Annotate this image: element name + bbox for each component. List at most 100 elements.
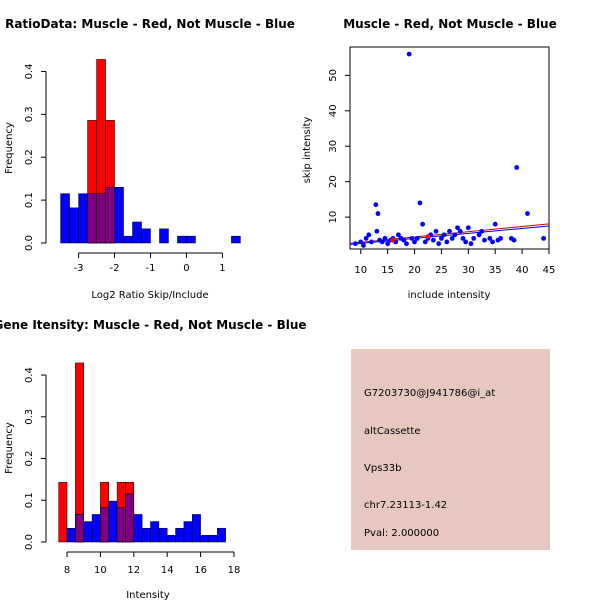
scatter-x-tick-label: 35	[489, 265, 502, 276]
ratio-not-muscle-bar	[60, 193, 70, 244]
scatter-not-muscle-point	[525, 211, 530, 216]
scatter-not-muscle-point	[490, 239, 495, 245]
scatter-not-muscle-point	[476, 232, 482, 238]
scatter-x-tick-label: 40	[516, 265, 529, 276]
scatter-not-muscle-point	[479, 228, 485, 234]
scatter-y-tick-label: 40	[328, 104, 339, 117]
scatter-not-muscle-point	[471, 235, 477, 241]
ratio-x-label: Log2 Ratio Skip/Include	[91, 290, 208, 301]
intensity-y-tick-label: 0.1	[24, 492, 35, 508]
ratio-x-tick-label: 1	[219, 263, 225, 274]
intensity-y-tick-label: 0.3	[24, 409, 35, 425]
scatter-not-muscle-point	[457, 228, 463, 234]
scatter-not-muscle-point	[482, 237, 487, 243]
ratio-not-muscle-bar	[69, 207, 79, 244]
intensity-muscle-bar	[58, 482, 68, 543]
intensity-not-muscle-bar	[208, 535, 218, 543]
ratio-not-muscle-bar	[141, 228, 151, 244]
scatter-not-muscle-point	[447, 228, 452, 234]
scatter-not-muscle-point	[541, 235, 547, 241]
intensity-x-tick-label: 16	[194, 565, 207, 576]
scatter-not-muscle-point	[460, 235, 466, 241]
scatter-not-muscle-point	[452, 232, 458, 238]
scatter-not-muscle-point	[412, 239, 417, 245]
intensity-scatter-plot: 10 15 20 25 30 35 40 45 10 20 30 40 50	[328, 46, 556, 276]
scatter-not-muscle-point	[465, 225, 471, 231]
ratio-x-tick-label: 0	[183, 263, 189, 274]
ratio-not-muscle-bar	[114, 186, 124, 244]
intensity-y-tick-label: 0.2	[24, 451, 35, 467]
intensity-not-muscle-bar	[183, 521, 193, 543]
ratio-y-tick-label: 0.2	[24, 149, 35, 165]
intensity-not-muscle-bar	[66, 527, 76, 543]
scatter-x-tick-label: 15	[381, 265, 394, 276]
ratio-chart-title: RatioData: Muscle - Red, Not Muscle - Bl…	[5, 17, 295, 31]
scatter-x-tick-label: 30	[462, 265, 475, 276]
intensity-not-muscle-bar	[141, 527, 151, 543]
ratio-overlap-bar	[105, 186, 115, 244]
ratio-not-muscle-bar	[78, 193, 88, 244]
scatter-not-muscle-point	[373, 202, 379, 208]
intensity-not-muscle-bar	[200, 535, 210, 543]
scatter-x-tick-label: 10	[354, 265, 367, 276]
intensity-x-tick-label: 14	[161, 565, 174, 576]
ratio-y-tick-label: 0.0	[24, 235, 35, 251]
probe-id: G7203730@J941786@i_at	[364, 388, 495, 399]
intensity-y-tick-label: 0.4	[24, 367, 35, 383]
intensity-y-label: Frequency	[4, 422, 15, 474]
ratio-overlap-bar	[87, 193, 97, 244]
scatter-not-muscle-point	[404, 241, 409, 247]
scatter-not-muscle-point	[375, 211, 381, 216]
scatter-muscle-point	[390, 237, 396, 243]
scatter-not-muscle-point	[498, 235, 503, 241]
intensity-x-tick-label: 10	[94, 565, 107, 576]
intensity-x-tick-label: 8	[64, 565, 70, 576]
scatter-not-muscle-point	[441, 232, 447, 238]
scatter-plot-frame	[349, 46, 550, 250]
intensity-not-muscle-bar	[150, 521, 160, 543]
scatter-not-muscle-point	[417, 200, 423, 206]
scatter-x-tick-label: 45	[543, 265, 556, 276]
intensity-overlap-bar	[100, 507, 110, 543]
scatter-x-tick-label: 20	[408, 265, 421, 276]
ratio-not-muscle-bar	[123, 235, 133, 244]
gene-name: Vps33b	[364, 463, 401, 474]
ratio-y-label: Frequency	[4, 122, 15, 174]
scatter-not-muscle-point	[455, 225, 460, 231]
scatter-y-tick-label: 30	[328, 140, 339, 153]
ratio-x-tick-label: -2	[110, 263, 120, 274]
ratio-x-tick-label: -1	[146, 263, 156, 274]
ratio-not-muscle-bar	[159, 228, 169, 244]
intensity-not-muscle-bar	[217, 527, 226, 543]
intensity-not-muscle-bar	[191, 514, 201, 543]
scatter-x-label: include intensity	[408, 290, 491, 301]
scatter-y-tick-label: 50	[328, 69, 339, 82]
scatter-not-muscle-point	[366, 232, 372, 238]
event-type: altCassette	[364, 426, 421, 437]
scatter-not-muscle-point	[514, 165, 520, 170]
intensity-not-muscle-bar	[175, 527, 185, 543]
ratio-x-tick-label: -3	[74, 263, 84, 274]
ratio-overlap-bar	[96, 193, 106, 244]
scatter-not-muscle-point	[430, 237, 436, 243]
scatter-not-muscle-point	[358, 239, 364, 245]
scatter-not-muscle-point	[361, 243, 366, 248]
scatter-y-tick-label: 10	[328, 211, 339, 224]
scatter-not-muscle-point	[385, 241, 391, 247]
scatter-chart-title: Muscle - Red, Not Muscle - Blue	[343, 17, 557, 31]
scatter-x-tick-label: 25	[435, 265, 448, 276]
intensity-not-muscle-bar	[108, 500, 118, 543]
scatter-muscle-point	[425, 234, 431, 239]
p-value: Pval: 2.000000	[364, 528, 439, 539]
scatter-not-muscle-point	[433, 228, 439, 234]
intensity-not-muscle-bar	[133, 514, 143, 543]
ratio-not-muscle-bar	[132, 221, 142, 244]
scatter-not-muscle-point	[468, 241, 474, 247]
scatter-not-muscle-point	[374, 228, 380, 234]
ratio-not-muscle-bar	[231, 235, 241, 244]
ratio-not-muscle-bar	[177, 235, 187, 244]
scatter-not-muscle-point	[396, 232, 401, 238]
scatter-not-muscle-point	[401, 237, 407, 243]
ratio-y-tick-label: 0.4	[24, 63, 35, 79]
